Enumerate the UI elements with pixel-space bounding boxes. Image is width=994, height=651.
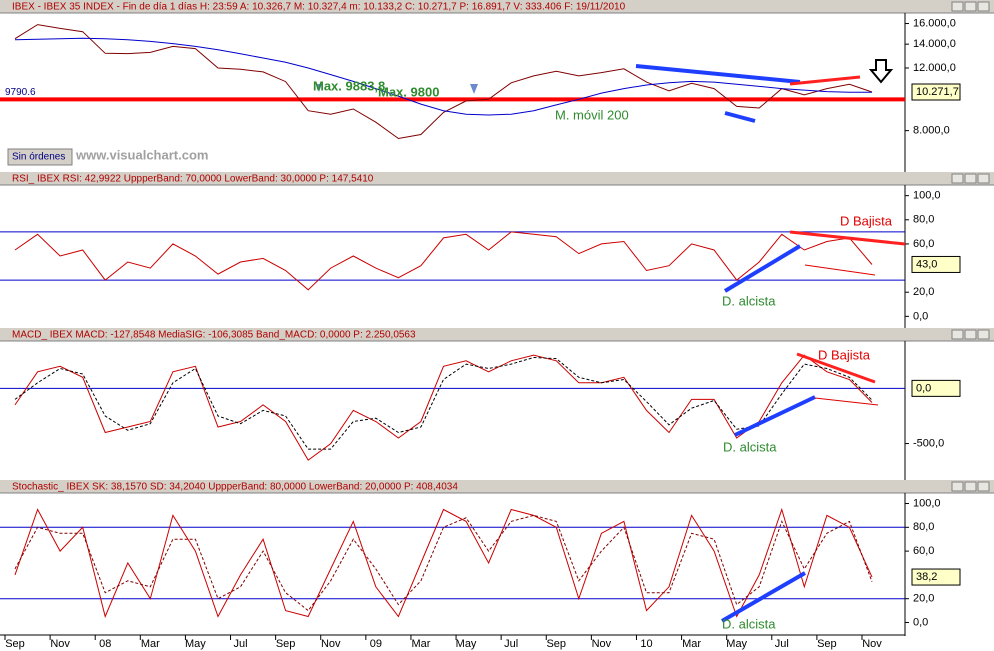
series-line (14, 356, 873, 450)
window-button[interactable] (951, 173, 964, 184)
annotation: Max. 9883,8 (313, 78, 385, 93)
x-tick-label: Jul (233, 638, 247, 650)
trend-line (796, 352, 876, 384)
arrow-icon (868, 59, 894, 84)
x-tick-label: Sep (817, 638, 837, 650)
y-tick-label: 20,0 (913, 593, 934, 605)
x-tick-label: Jul (775, 638, 789, 650)
x-tick-label: Sep (5, 638, 25, 650)
panel-header (0, 0, 994, 13)
watermark: www.visualchart.com (75, 147, 208, 162)
x-tick-label: Mar (682, 638, 701, 650)
series-line (14, 514, 873, 612)
panel-header (0, 480, 994, 493)
last-value-label: 0,0 (916, 382, 931, 394)
series-line (14, 24, 873, 140)
y-tick-label: 100,0 (913, 190, 941, 202)
x-tick-label: Sep (276, 638, 296, 650)
window-button[interactable] (977, 329, 990, 340)
trend-line (789, 75, 861, 86)
panel-title: RSI_ IBEX RSI: 42,9922 UppperBand: 70,00… (12, 174, 374, 185)
panel-title: IBEX - IBEX 35 INDEX - Fin de día 1 días… (12, 2, 626, 13)
button[interactable] (7, 148, 73, 166)
trend-line (804, 264, 876, 276)
x-tick-label: May (185, 638, 206, 650)
annotation: D Bajista (818, 347, 871, 362)
trend-lines (7, 59, 906, 623)
y-tick-label: 60,0 (913, 545, 934, 557)
window-button[interactable] (964, 481, 977, 492)
y-tick-label: 16.000,0 (913, 17, 956, 29)
panel-title: MACD_ IBEX MACD: -127,8548 MediaSIG: -10… (12, 330, 416, 341)
annotation: D Bajista (840, 213, 893, 228)
y-tick-label: 8.000,0 (913, 125, 950, 137)
x-tick-label: 10 (640, 638, 652, 650)
annotation: D. alcista (722, 616, 776, 631)
y-tick-label: -500,0 (913, 437, 944, 449)
y-tick-label: 80,0 (913, 521, 934, 533)
annotation: D. alcista (723, 439, 777, 454)
window-button[interactable] (977, 173, 990, 184)
last-value-box (911, 379, 961, 397)
last-value-label: 10.271,7 (916, 86, 959, 98)
annotations: Max. 9883,8 Max. 9800 M. móvil 200 Sin ó… (12, 78, 893, 631)
x-tick-label: Nov (862, 638, 882, 650)
x-tick-label: Jul (504, 638, 518, 650)
x-axis-bg (0, 636, 994, 651)
y-tick-label: 0,0 (913, 616, 928, 628)
trend-line (724, 111, 756, 123)
x-tick-label: Mar (141, 638, 160, 650)
window-button[interactable] (951, 1, 964, 12)
y-tick-label: 20,0 (913, 286, 934, 298)
annotation: M. móvil 200 (555, 107, 629, 122)
button-label[interactable]: Sin órdenes (12, 152, 65, 163)
series-line (14, 231, 873, 291)
window-button[interactable] (977, 1, 990, 12)
y-tick-label: 60,0 (913, 238, 934, 250)
last-value-box (911, 255, 961, 273)
data: 16.000,0 14.000,0 12.000,0 8.000,0 9790.6 10.… (0, 17, 961, 650)
last-value-box (911, 83, 961, 101)
window-button[interactable] (977, 481, 990, 492)
y-tick-label: 12.000,0 (913, 62, 956, 74)
y-tick-label: 100,0 (913, 497, 941, 509)
series-line (14, 37, 872, 116)
x-tick-label: Sep (546, 638, 566, 650)
trend-line (723, 244, 802, 293)
x-tick-label: Nov (321, 638, 341, 650)
trend-line (814, 397, 879, 406)
level-label: 9790.6 (5, 87, 36, 98)
window-button[interactable] (964, 329, 977, 340)
window-button[interactable] (951, 481, 964, 492)
last-value-box (911, 568, 961, 586)
window-button[interactable] (964, 1, 977, 12)
panel-header (0, 328, 994, 341)
last-value-label: 43,0 (916, 258, 937, 270)
x-tick-label: May (456, 638, 477, 650)
trend-line (789, 230, 906, 246)
series-line (14, 354, 873, 461)
trend-line (635, 64, 801, 84)
y-tick-label: 80,0 (913, 214, 934, 226)
y-tick-label: 0,0 (913, 310, 928, 322)
y-tick-label: 14.000,0 (913, 38, 956, 50)
x-tick-label: 08 (99, 638, 111, 650)
annotation: D. alcista (722, 293, 776, 308)
panel-header (0, 172, 994, 185)
window-button[interactable] (951, 329, 964, 340)
x-tick-label: Nov (592, 638, 612, 650)
x-tick-label: 09 (370, 638, 382, 650)
x-tick-label: May (726, 638, 747, 650)
x-tick-label: Mar (411, 638, 430, 650)
series-line (14, 507, 873, 619)
last-value-label: 38,2 (916, 571, 937, 583)
x-tick-label: Nov (50, 638, 70, 650)
annotation: Max. 9800 (378, 84, 439, 99)
trend-line (720, 571, 807, 623)
panel-title: Stochastic_ IBEX SK: 38,1570 SD: 34,2040… (12, 482, 458, 493)
window-button[interactable] (964, 173, 977, 184)
trend-line (734, 395, 816, 437)
